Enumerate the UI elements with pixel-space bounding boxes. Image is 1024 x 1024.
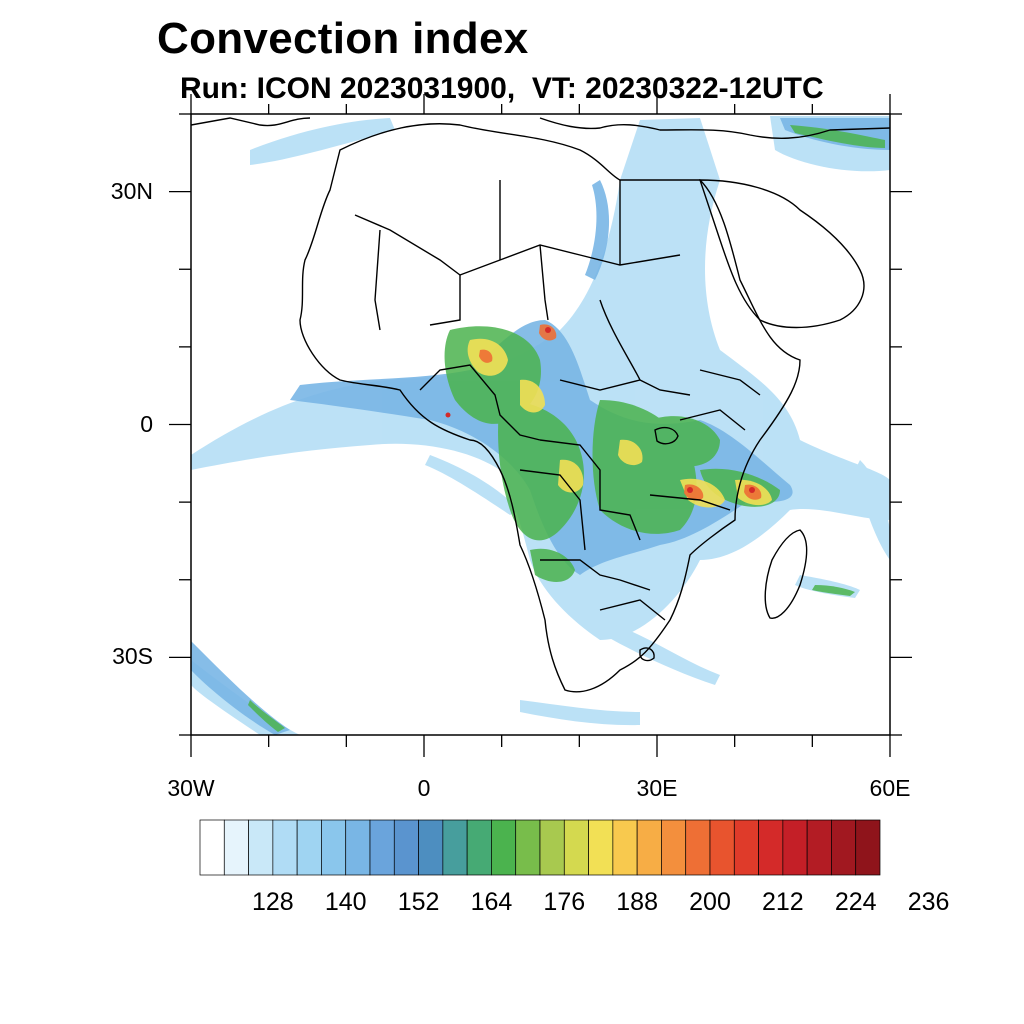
colorbar-swatch — [515, 819, 541, 876]
colorbar-swatch — [612, 819, 638, 876]
colorbar-label: 224 — [834, 888, 877, 916]
colorbar-swatch — [563, 819, 589, 876]
colorbar-swatch — [491, 819, 517, 876]
colorbar-swatch — [806, 819, 832, 876]
colorbar-swatch — [831, 819, 857, 876]
colorbar-swatch — [466, 819, 492, 876]
axis-ticks — [169, 94, 912, 757]
colorbar-swatch — [393, 819, 419, 876]
lon-tick-label: 0 — [417, 775, 431, 801]
colorbar-swatch — [685, 819, 711, 876]
colorbar-swatch — [733, 819, 759, 876]
colorbar-swatch — [223, 819, 249, 876]
coastlines — [191, 117, 890, 693]
colorbar-label: 152 — [397, 888, 440, 916]
lat-tick-label: 30N — [110, 177, 153, 204]
lat-tick-label: 30S — [112, 643, 153, 670]
colorbar-label: 176 — [543, 888, 586, 916]
colorbar-swatch — [418, 819, 444, 876]
colorbar-swatch — [855, 819, 881, 876]
colorbar-swatch — [661, 819, 687, 876]
colorbar-swatch — [369, 819, 395, 876]
colorbar-label: 164 — [470, 888, 513, 916]
colorbar-swatch — [248, 819, 274, 876]
colorbar-swatch — [782, 819, 808, 876]
colorbar-swatch — [199, 819, 225, 876]
colorbar-label: 128 — [251, 888, 294, 916]
colorbar-label: 200 — [689, 888, 731, 916]
convection-field — [191, 116, 890, 735]
colorbar — [199, 819, 881, 876]
colorbar-label: 140 — [324, 888, 367, 916]
colorbar-swatch — [539, 819, 565, 876]
lon-tick-label: 60E — [869, 775, 911, 801]
colorbar-swatch — [636, 819, 662, 876]
colorbar-swatch — [588, 819, 614, 876]
colorbar-swatch — [442, 819, 468, 876]
colorbar-label: 212 — [761, 888, 804, 916]
map-title: Convection index — [157, 14, 529, 63]
colorbar-swatch — [345, 819, 371, 876]
colorbar-swatch — [296, 819, 322, 876]
lon-tick-label: 30W — [167, 775, 215, 801]
colorbar-swatch — [709, 819, 735, 876]
lon-tick-label: 30E — [636, 775, 678, 801]
colorbar-swatch — [758, 819, 784, 876]
lat-tick-label: 0 — [140, 410, 153, 437]
colorbar-label: 236 — [907, 888, 950, 916]
colorbar-label: 188 — [616, 888, 658, 916]
colorbar-swatch — [272, 819, 298, 876]
map-subtitle: Run: ICON 2023031900, VT: 20230322-12UTC — [180, 72, 824, 105]
colorbar-swatch — [321, 819, 347, 876]
